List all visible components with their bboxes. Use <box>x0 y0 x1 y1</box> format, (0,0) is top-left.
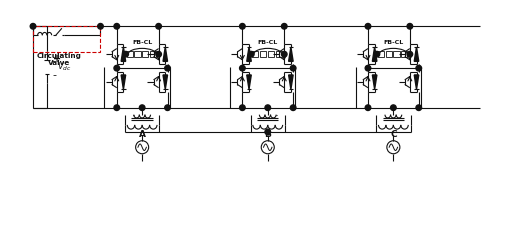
Circle shape <box>365 65 371 71</box>
Circle shape <box>156 51 162 57</box>
Polygon shape <box>289 75 293 89</box>
Bar <box>150 51 156 57</box>
Polygon shape <box>414 75 419 89</box>
Circle shape <box>156 23 162 29</box>
Polygon shape <box>163 75 168 89</box>
Circle shape <box>139 105 145 110</box>
Circle shape <box>281 51 287 57</box>
Polygon shape <box>372 47 377 61</box>
Text: FB-CL: FB-CL <box>383 40 403 45</box>
Polygon shape <box>414 47 419 61</box>
Text: -: - <box>52 70 56 80</box>
Circle shape <box>114 105 119 110</box>
Polygon shape <box>372 75 377 89</box>
Bar <box>268 51 274 57</box>
Circle shape <box>265 105 271 110</box>
Text: FB-CL: FB-CL <box>258 40 278 45</box>
Bar <box>33 26 101 52</box>
Circle shape <box>281 23 287 29</box>
Polygon shape <box>121 47 125 61</box>
Circle shape <box>114 65 119 71</box>
Circle shape <box>391 105 396 110</box>
Polygon shape <box>121 75 125 89</box>
Circle shape <box>248 51 254 57</box>
Polygon shape <box>163 47 168 61</box>
Circle shape <box>416 65 422 71</box>
Bar <box>142 51 148 57</box>
Circle shape <box>240 65 245 71</box>
Bar <box>401 51 407 57</box>
Bar <box>386 51 392 57</box>
Circle shape <box>165 105 170 110</box>
Circle shape <box>407 51 412 57</box>
Text: Circulating: Circulating <box>36 53 81 59</box>
Text: $V_{dc}$: $V_{dc}$ <box>57 61 72 73</box>
Circle shape <box>265 129 271 135</box>
Circle shape <box>407 23 412 29</box>
Circle shape <box>374 51 379 57</box>
Text: C: C <box>390 130 397 139</box>
Circle shape <box>416 105 422 110</box>
Circle shape <box>123 51 129 57</box>
Circle shape <box>240 23 245 29</box>
Bar <box>393 51 400 57</box>
Circle shape <box>240 105 245 110</box>
Polygon shape <box>247 47 251 61</box>
Text: +: + <box>52 54 60 64</box>
Polygon shape <box>247 75 251 89</box>
Polygon shape <box>289 47 293 61</box>
Bar <box>378 51 384 57</box>
Circle shape <box>114 23 119 29</box>
Circle shape <box>165 65 170 71</box>
Text: Valve: Valve <box>48 60 70 66</box>
Circle shape <box>365 23 371 29</box>
Bar <box>135 51 141 57</box>
Bar <box>275 51 282 57</box>
Circle shape <box>291 105 296 110</box>
Text: B: B <box>264 130 271 139</box>
Bar <box>252 51 259 57</box>
Circle shape <box>291 65 296 71</box>
Circle shape <box>30 23 36 29</box>
Bar <box>260 51 266 57</box>
Circle shape <box>98 23 103 29</box>
Bar <box>126 51 133 57</box>
Circle shape <box>365 105 371 110</box>
Text: FB-CL: FB-CL <box>132 40 152 45</box>
Text: A: A <box>139 130 146 139</box>
